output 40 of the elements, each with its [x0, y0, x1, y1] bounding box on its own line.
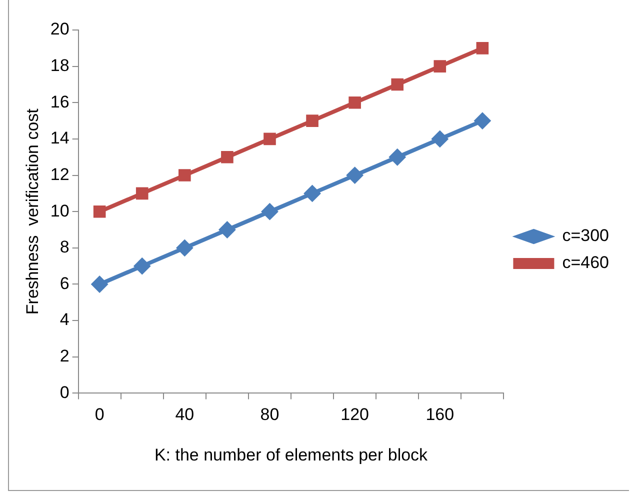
point: [264, 132, 276, 146]
legend-label: c=460: [562, 253, 610, 272]
x-tick-label: 40: [175, 405, 194, 424]
point: [474, 112, 491, 130]
point: [261, 203, 278, 220]
point: [178, 169, 191, 182]
y-tick-label: 8: [60, 238, 70, 257]
y-tick-label: 18: [50, 56, 70, 76]
y-tick-label: 20: [50, 20, 70, 39]
x-axis-title: K: the number of elements per block: [154, 445, 428, 464]
point: [391, 78, 404, 91]
y-tick-label: 16: [50, 92, 70, 112]
point: [136, 187, 148, 200]
point: [91, 276, 108, 293]
legend-label: c=300: [562, 226, 610, 246]
point: [431, 130, 448, 148]
x-tick-label: 160: [426, 405, 454, 424]
point: [304, 184, 321, 202]
x-tick-label: 0: [94, 405, 104, 424]
y-tick-label: 4: [60, 310, 70, 330]
point: [93, 205, 106, 218]
point: [434, 60, 446, 72]
point: [388, 148, 406, 166]
point: [134, 258, 151, 275]
y-tick-label: 12: [50, 164, 70, 184]
point: [218, 221, 236, 238]
y-axis-title: Freshness verification cost: [22, 108, 42, 315]
y-tick-label: 14: [50, 128, 70, 148]
y-tick-label: 0: [60, 382, 70, 402]
point: [348, 96, 361, 109]
y-tick-label: 10: [50, 201, 70, 220]
x-tick-label: 80: [260, 405, 280, 424]
point: [306, 114, 318, 127]
point: [176, 239, 194, 256]
point: [221, 150, 234, 164]
y-tick-label: 2: [60, 346, 70, 366]
point: [476, 42, 489, 54]
y-tick-label: 6: [60, 274, 70, 293]
x-tick-label: 120: [340, 405, 370, 424]
point: [346, 166, 364, 184]
